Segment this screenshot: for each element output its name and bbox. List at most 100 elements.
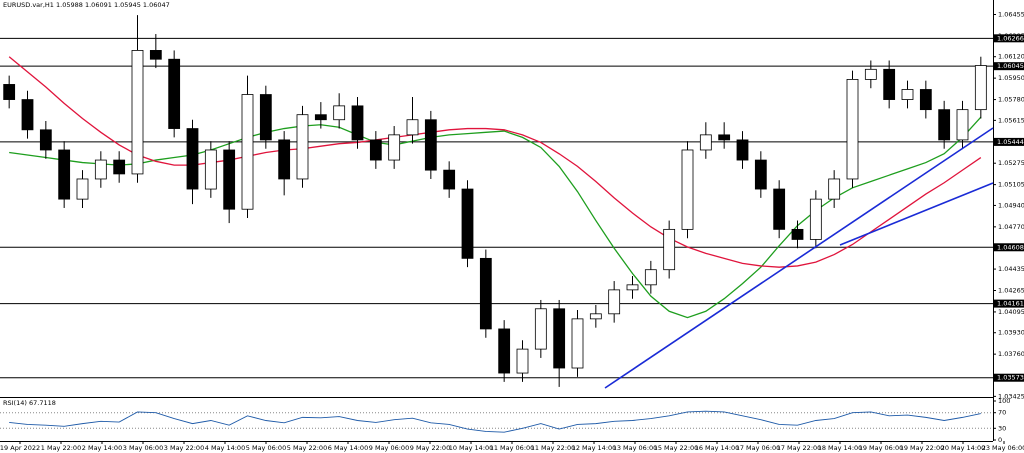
x-tick-label: 9 May 06:00 xyxy=(369,444,409,452)
x-tick-label: 17 May 06:00 xyxy=(736,444,781,452)
candle-body xyxy=(589,313,602,320)
candle-body xyxy=(516,348,529,374)
candle-body xyxy=(699,134,712,151)
y-tick-label: 1.03425 xyxy=(998,392,1024,400)
candle-body xyxy=(424,119,437,171)
candle-body xyxy=(534,308,547,350)
trendline xyxy=(839,182,994,246)
level-label: 1.04608 xyxy=(997,243,1024,251)
level-label-box xyxy=(994,34,1024,43)
x-tick-label: 9 May 22:00 xyxy=(410,444,450,452)
level-label: 1.06045 xyxy=(997,62,1024,70)
y-tick-label: 1.06120 xyxy=(998,53,1024,61)
candle-body xyxy=(663,228,676,271)
rsi-y-tick-label: 70 xyxy=(998,409,1006,417)
candle-body xyxy=(864,68,877,80)
candle-body xyxy=(956,109,969,141)
candle-body xyxy=(901,89,914,100)
x-tick-label: 1 May 22:00 xyxy=(41,444,81,452)
rsi-line xyxy=(9,410,981,433)
x-tick-label: 17 May 22:00 xyxy=(777,444,822,452)
rsi-y-tick-label: 30 xyxy=(998,424,1006,432)
y-tick-label: 1.05950 xyxy=(998,74,1024,82)
y-tick-label: 1.04940 xyxy=(998,201,1024,209)
level-label: 1.04161 xyxy=(997,300,1024,308)
candle-body xyxy=(259,94,272,141)
candle-body xyxy=(406,119,419,136)
x-tick-label: 20 May 14:00 xyxy=(941,444,986,452)
level-label-box xyxy=(994,137,1024,146)
candle-body xyxy=(718,134,731,141)
chart-header: EURUSD.var,H1 1.05988 1.06091 1.05945 1.… xyxy=(3,1,170,9)
moving-average xyxy=(8,56,982,268)
candle-body xyxy=(186,128,199,190)
candle-body xyxy=(809,198,822,240)
candle-body xyxy=(369,139,382,161)
candle-body xyxy=(94,159,107,180)
candle-body xyxy=(883,68,896,100)
candle-body xyxy=(919,89,932,111)
candle-body xyxy=(938,109,951,141)
candle-body xyxy=(149,50,162,60)
candle-body xyxy=(443,169,456,190)
rsi-y-tick-label: 100 xyxy=(998,397,1010,405)
x-tick-label: 16 May 14:00 xyxy=(695,444,740,452)
y-tick-label: 1.06455 xyxy=(998,10,1024,18)
x-tick-label: 10 May 14:00 xyxy=(449,444,494,452)
y-tick-label: 1.05275 xyxy=(998,159,1024,167)
low-value: 1.05945 xyxy=(114,1,141,9)
candle-body xyxy=(773,188,786,230)
candle-body xyxy=(223,149,236,210)
x-tick-label: 13 May 06:00 xyxy=(613,444,658,452)
level-label-box xyxy=(994,299,1024,308)
candle-body xyxy=(571,318,584,369)
candle-body xyxy=(828,178,841,200)
candle-body xyxy=(461,188,474,259)
rsi-header: RSI(14) 67.7118 xyxy=(3,399,56,407)
level-label-box xyxy=(994,62,1024,71)
level-label-box xyxy=(994,243,1024,252)
x-tick-label: 15 May 22:00 xyxy=(654,444,699,452)
candle-body xyxy=(39,129,52,151)
candle-body xyxy=(626,284,639,291)
y-tick-label: 1.04435 xyxy=(998,265,1024,273)
candle-body xyxy=(333,105,346,121)
candle-body xyxy=(3,84,16,100)
x-tick-label: 19 May 06:00 xyxy=(859,444,904,452)
candle-body xyxy=(351,105,364,141)
candle-body xyxy=(553,308,566,369)
x-tick-label: 5 May 22:00 xyxy=(287,444,327,452)
level-label: 1.03573 xyxy=(997,374,1024,382)
x-tick-label: 6 May 14:00 xyxy=(328,444,368,452)
x-tick-label: 18 May 14:00 xyxy=(818,444,863,452)
candle-body xyxy=(681,149,694,230)
x-tick-label: 12 May 14:00 xyxy=(572,444,617,452)
candle-body xyxy=(608,289,621,315)
candle-body xyxy=(479,257,492,330)
trendline xyxy=(604,127,994,389)
y-tick-label: 1.03760 xyxy=(998,350,1024,358)
y-tick-label: 1.05105 xyxy=(998,181,1024,189)
candle-body xyxy=(241,94,254,210)
x-tick-label: 19 May 22:00 xyxy=(900,444,945,452)
x-tick-label: 3 May 06:00 xyxy=(123,444,163,452)
y-tick-label: 1.05615 xyxy=(998,116,1024,124)
candle-body xyxy=(204,149,217,190)
candle-body xyxy=(296,114,309,180)
candle-body xyxy=(76,178,89,200)
candle-body xyxy=(754,159,767,190)
x-tick-label: 5 May 06:00 xyxy=(246,444,286,452)
open-value: 1.05988 xyxy=(56,1,83,9)
candle-body xyxy=(168,58,181,129)
level-label: 1.06266 xyxy=(997,34,1024,42)
x-tick-label: 19 Apr 2022 xyxy=(0,444,40,452)
candle-body xyxy=(58,149,71,200)
x-tick-label: 3 May 22:00 xyxy=(164,444,204,452)
plot-content: 1.064551.062851.061201.059501.057801.056… xyxy=(0,10,1024,452)
candle-body xyxy=(278,139,291,180)
x-tick-label: 4 May 14:00 xyxy=(205,444,245,452)
candle-body xyxy=(974,65,987,111)
y-tick-label: 1.04095 xyxy=(998,308,1024,316)
level-label: 1.05444 xyxy=(997,138,1024,146)
candle-body xyxy=(131,50,144,175)
